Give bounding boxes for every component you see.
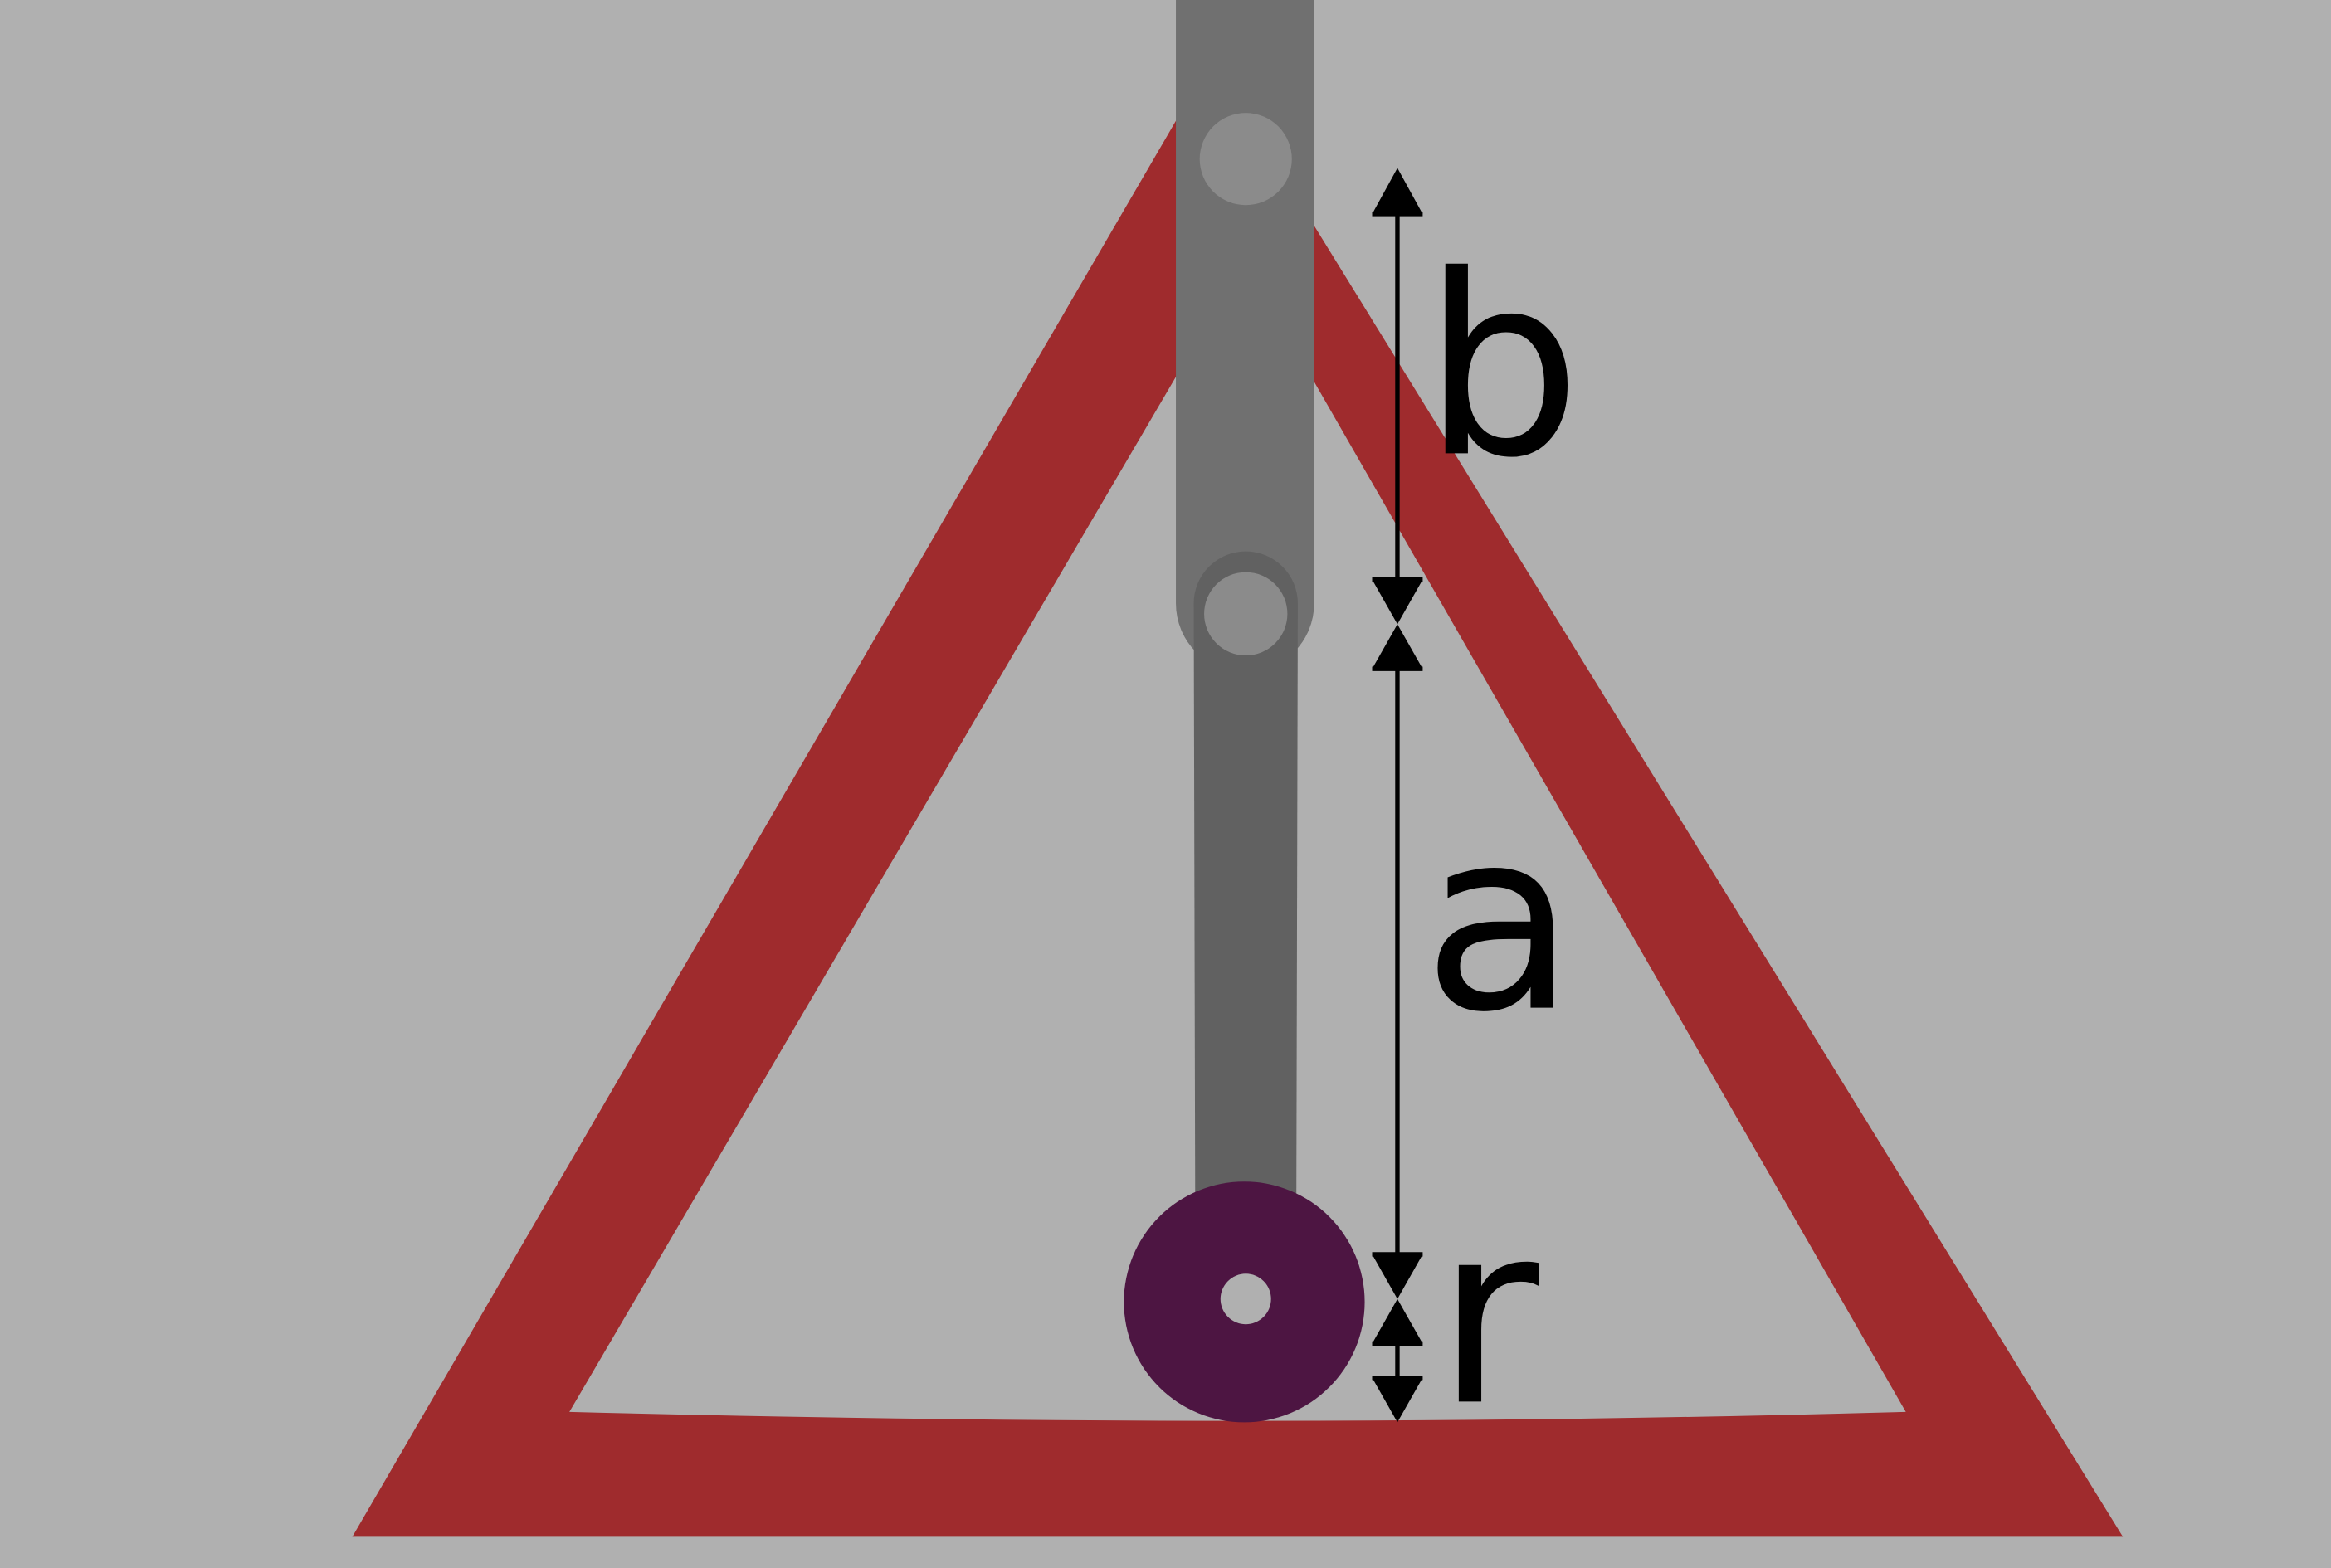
upper-pivot xyxy=(1199,113,1292,206)
dimension-r xyxy=(1372,1298,1423,1423)
wheel-axle xyxy=(1220,1273,1271,1325)
dimension-b xyxy=(1372,168,1423,625)
label-r: r xyxy=(1436,1170,1542,1460)
label-a: a xyxy=(1422,777,1575,1067)
middle-pivot xyxy=(1204,572,1288,656)
dimension-a xyxy=(1372,624,1423,1299)
lower-link xyxy=(1193,551,1298,1220)
triangle-frame xyxy=(352,59,2124,1537)
label-b: b xyxy=(1422,222,1581,512)
